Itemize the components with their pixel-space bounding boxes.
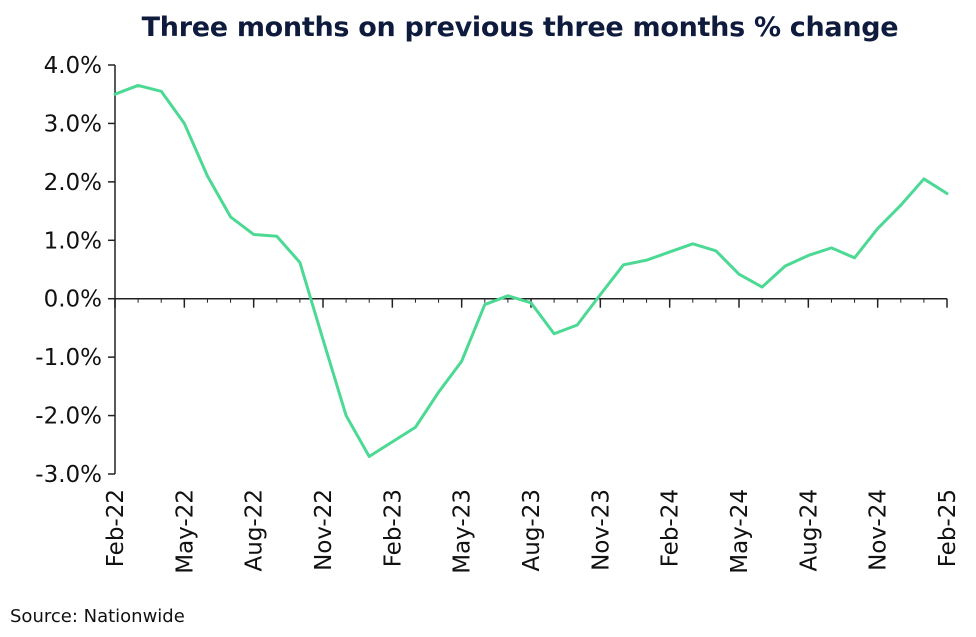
x-axis: Feb-22 May-22 Aug-22 Nov-22 Feb-23 May-23 Aug-… [103, 297, 961, 574]
x-tick-label: Aug-24 [796, 489, 822, 571]
x-tick-label: Aug-22 [242, 489, 268, 571]
y-tick-label: -2.0% [35, 404, 102, 430]
chart-source: Source: Nationwide [10, 606, 185, 627]
x-tick-label: Feb-25 [935, 489, 961, 567]
y-tick-label: 4.0% [44, 53, 102, 79]
y-tick-label: 0.0% [44, 287, 102, 313]
series [113, 83, 949, 458]
y-tick-label: 2.0% [44, 170, 102, 196]
x-tick-label: Nov-22 [311, 489, 337, 571]
y-tick-label: -1.0% [35, 345, 102, 371]
x-tick-label: May-23 [450, 489, 476, 574]
x-tick-label: Nov-24 [866, 489, 892, 571]
y-tick-label: 3.0% [44, 111, 102, 137]
chart-title: Three months on previous three months % … [141, 12, 899, 43]
x-tick-label: Nov-23 [588, 489, 614, 571]
x-tick-label: Feb-22 [103, 489, 129, 567]
y-tick-label: 1.0% [44, 228, 102, 254]
x-tick-label: Feb-23 [380, 489, 406, 567]
x-tick-label: May-24 [727, 489, 753, 574]
x-tick-label: Feb-24 [658, 489, 684, 567]
x-tick-label: May-22 [172, 489, 198, 574]
x-tick-label: Aug-23 [519, 489, 545, 571]
series-line [113, 83, 949, 458]
y-tick-label: -3.0% [35, 462, 102, 488]
y-axis: 4.0% 3.0% 2.0% 1.0% 0.0% -1.0% -2.0% -3.0% [35, 53, 116, 488]
